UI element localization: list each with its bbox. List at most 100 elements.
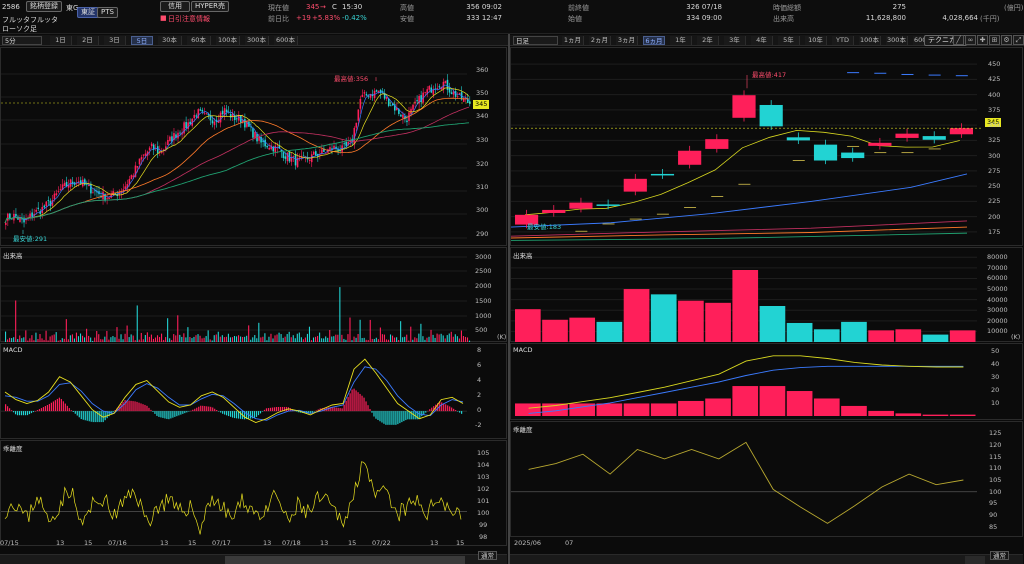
- right-range-tab[interactable]: 300本: [886, 36, 908, 45]
- draw-line-icon[interactable]: ╱: [953, 35, 964, 45]
- macd-histogram-bar: [331, 407, 333, 412]
- macd-histogram-bar: [425, 411, 427, 413]
- candle-body: [272, 146, 275, 152]
- right-range-tab[interactable]: 1年: [670, 36, 692, 45]
- candle-body: [53, 193, 56, 200]
- macd-histogram-bar: [114, 410, 116, 412]
- left-macd-tick: 4: [477, 376, 482, 384]
- right-range-tab[interactable]: 2ヵ月: [589, 36, 611, 45]
- volume-bar: [223, 337, 225, 342]
- left-scroll-thumb[interactable]: [225, 556, 465, 564]
- volume-bar: [193, 336, 195, 342]
- left-macd-tick: 8: [477, 346, 482, 354]
- left-range-tab[interactable]: 1日: [50, 36, 72, 45]
- volume-bar: [361, 338, 363, 342]
- right-range-tab[interactable]: YTD: [832, 36, 854, 45]
- chart-style-label[interactable]: ローソク足: [2, 25, 37, 33]
- daily-macd-bar: [868, 410, 894, 416]
- link-icon[interactable]: ∞: [965, 35, 976, 45]
- left-range-tab[interactable]: 5日: [131, 36, 153, 45]
- left-scrollbar[interactable]: [0, 554, 507, 564]
- left-range-tab[interactable]: 2日: [77, 36, 99, 45]
- macd-histogram-bar: [371, 411, 373, 413]
- volume-bar: [189, 336, 191, 342]
- volume-bar: [327, 337, 329, 342]
- stock-code: 2586: [2, 3, 20, 11]
- candle-body: [207, 113, 210, 116]
- right-range-tab[interactable]: 10年: [805, 36, 827, 45]
- left-dev-tick: 99: [479, 521, 488, 529]
- macd-histogram-bar: [461, 411, 463, 414]
- tse-button[interactable]: 東証: [77, 7, 99, 18]
- candle-body: [179, 132, 181, 134]
- volume-bar: [15, 300, 17, 342]
- register-button[interactable]: 銘柄登録: [26, 1, 62, 12]
- left-range-tab[interactable]: 3日: [104, 36, 126, 45]
- right-vol-tick: 60000: [987, 274, 1008, 283]
- candle-body: [418, 95, 420, 104]
- credit-button[interactable]: 信用: [160, 1, 190, 12]
- crosshair-icon[interactable]: ✚: [977, 35, 988, 45]
- right-range-tab[interactable]: 100本: [859, 36, 881, 45]
- daily-macd-bar: [596, 403, 623, 416]
- candle-body: [290, 157, 293, 162]
- candle-body: [136, 166, 139, 168]
- right-range-tab[interactable]: 3ヵ月: [616, 36, 638, 45]
- candle-body: [29, 213, 31, 218]
- right-deviation-chart: [511, 441, 977, 524]
- candle-body: [175, 134, 177, 138]
- volume-bar: [122, 339, 124, 342]
- volume-bar: [333, 336, 335, 342]
- candle-body: [394, 104, 396, 111]
- right-range-tab[interactable]: 3年: [724, 36, 746, 45]
- daily-candle-body: [569, 202, 593, 209]
- left-range-tab[interactable]: 600本: [274, 36, 298, 45]
- candle-body: [389, 105, 392, 107]
- right-scroll-thumb[interactable]: [965, 556, 985, 564]
- right-bottom-select[interactable]: 通常: [990, 551, 1009, 560]
- candle-body: [209, 114, 212, 121]
- left-range-tab[interactable]: 30本: [158, 36, 182, 45]
- settings-icon[interactable]: ⚙: [1001, 35, 1012, 45]
- candle-body: [377, 90, 380, 93]
- expand-icon[interactable]: ⤢: [1013, 35, 1024, 45]
- right-range-tab[interactable]: 4年: [751, 36, 773, 45]
- candle-body: [359, 98, 362, 109]
- macd-histogram-bar: [76, 411, 78, 416]
- daily-volume-bar: [786, 322, 813, 342]
- macd-histogram-bar: [230, 411, 232, 417]
- left-bottom-select[interactable]: 通常: [478, 551, 497, 560]
- volume-bar: [205, 336, 207, 342]
- right-interval-select[interactable]: 日足: [513, 36, 558, 45]
- ruler-icon[interactable]: ⊞: [989, 35, 1000, 45]
- right-range-tab[interactable]: 2年: [697, 36, 719, 45]
- left-interval-select[interactable]: 5分: [2, 36, 42, 45]
- macd-histogram-bar: [108, 411, 110, 417]
- right-range-tab[interactable]: 1ヵ月: [562, 36, 584, 45]
- left-x-tick: 15: [84, 539, 93, 547]
- right-range-tab[interactable]: 6ヵ月: [643, 36, 665, 45]
- right-vol-tick: 30000: [987, 306, 1008, 315]
- volume-bar: [335, 334, 337, 342]
- right-y-tick: 375: [988, 105, 1001, 114]
- pts-button[interactable]: PTS: [97, 7, 118, 18]
- left-last-price: 345: [473, 100, 490, 109]
- macd-histogram-bar: [20, 411, 23, 416]
- right-high-annotation: 最高値:417: [752, 71, 787, 79]
- macd-histogram-bar: [275, 407, 278, 412]
- volume-bar: [88, 335, 90, 342]
- left-range-tab[interactable]: 300本: [245, 36, 269, 45]
- right-range-tab[interactable]: 5年: [778, 36, 800, 45]
- volume-bar: [73, 338, 75, 342]
- left-dev-tick: 101: [477, 497, 490, 505]
- volume-bar: [126, 325, 128, 342]
- hyper-sell-button[interactable]: HYPER売: [191, 1, 230, 12]
- right-scrollbar[interactable]: [510, 554, 1023, 564]
- volume-bar: [84, 337, 86, 342]
- high-label: 高値: [400, 4, 414, 12]
- left-range-tab[interactable]: 100本: [216, 36, 240, 45]
- right-dev-tick: 120: [989, 440, 1002, 449]
- pane-divider[interactable]: [508, 34, 510, 564]
- left-range-tab[interactable]: 60本: [187, 36, 211, 45]
- volume-bar: [165, 337, 167, 342]
